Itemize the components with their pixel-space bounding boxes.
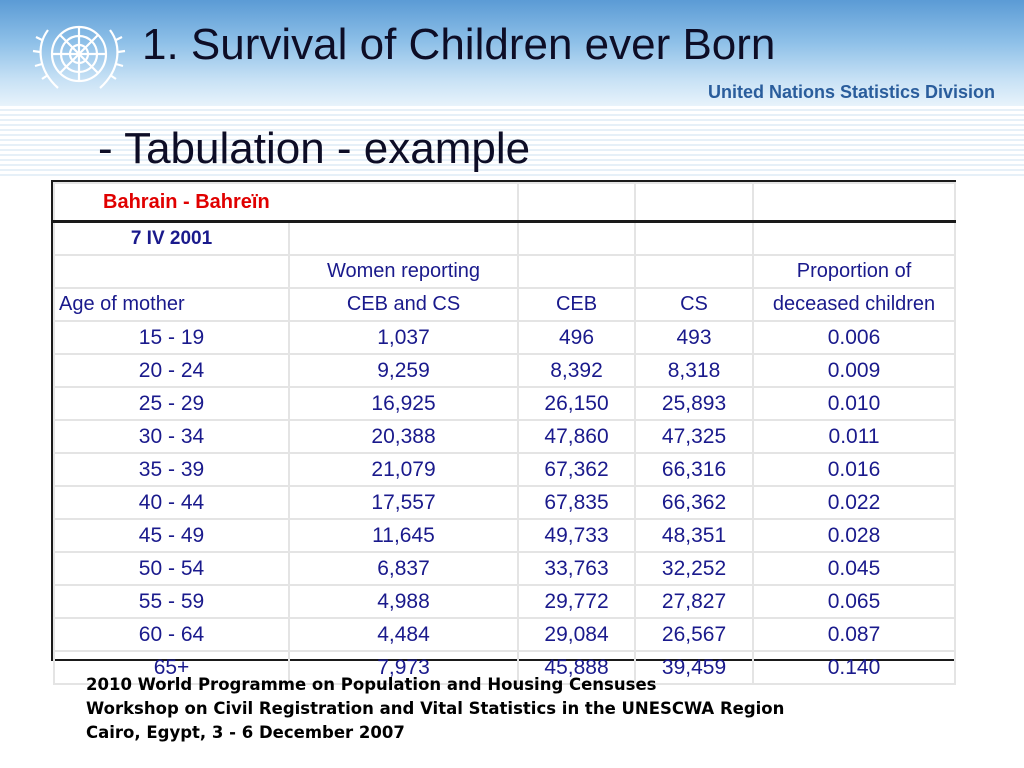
cs-cell: 32,252 bbox=[634, 551, 755, 586]
ceb-cell: 67,835 bbox=[517, 485, 637, 520]
table-row: 45 - 49 11,645 49,733 48,351 0.028 bbox=[53, 518, 957, 553]
women-reporting-cell: 11,645 bbox=[287, 518, 520, 553]
proportion-cell: 0.065 bbox=[752, 584, 957, 619]
proportion-cell: 0.016 bbox=[752, 452, 957, 487]
women-reporting-cell: 20,388 bbox=[287, 419, 520, 454]
age-group-cell: 60 - 64 bbox=[53, 617, 290, 652]
census-date: 7 IV 2001 bbox=[53, 220, 290, 256]
header-cs: CS bbox=[634, 287, 755, 322]
table-row: 35 - 39 21,079 67,362 66,316 0.016 bbox=[53, 452, 957, 487]
cs-cell: 66,316 bbox=[634, 452, 755, 487]
table-row: 55 - 59 4,988 29,772 27,827 0.065 bbox=[53, 584, 957, 619]
country-row: Bahrain - Bahreïn bbox=[52, 182, 957, 223]
header-banner bbox=[0, 0, 1024, 106]
header-proportion-line2: deceased children bbox=[752, 287, 957, 322]
cs-cell: 25,893 bbox=[634, 386, 755, 421]
ceb-cell: 47,860 bbox=[517, 419, 637, 454]
women-reporting-cell: 7,973 bbox=[287, 650, 520, 685]
ceb-cell: 45,888 bbox=[517, 650, 637, 685]
proportion-cell: 0.087 bbox=[752, 617, 957, 652]
data-table-container: Bahrain - Bahreïn 7 IV 2001 Women report… bbox=[51, 180, 957, 685]
footer-line-1: 2010 World Programme on Population and H… bbox=[86, 675, 657, 694]
table-row: 50 - 54 6,837 33,763 32,252 0.045 bbox=[53, 551, 957, 586]
table-row: 60 - 64 4,484 29,084 26,567 0.087 bbox=[53, 617, 957, 652]
proportion-cell: 0.009 bbox=[752, 353, 957, 388]
cs-cell: 27,827 bbox=[634, 584, 755, 619]
ceb-cell: 26,150 bbox=[517, 386, 637, 421]
cs-cell: 26,567 bbox=[634, 617, 755, 652]
slide-title: 1. Survival of Children ever Born bbox=[142, 20, 776, 69]
cs-cell: 66,362 bbox=[634, 485, 755, 520]
cs-cell: 48,351 bbox=[634, 518, 755, 553]
women-reporting-cell: 16,925 bbox=[287, 386, 520, 421]
table-row: 20 - 24 9,259 8,392 8,318 0.009 bbox=[53, 353, 957, 388]
footer-line-2: Workshop on Civil Registration and Vital… bbox=[86, 699, 785, 718]
proportion-cell: 0.140 bbox=[752, 650, 957, 685]
age-group-cell: 40 - 44 bbox=[53, 485, 290, 520]
country-name: Bahrain - Bahreïn bbox=[52, 182, 520, 223]
women-reporting-cell: 17,557 bbox=[287, 485, 520, 520]
header-age-of-mother: Age of mother bbox=[53, 287, 290, 322]
org-name: United Nations Statistics Division bbox=[708, 82, 996, 102]
proportion-cell: 0.028 bbox=[752, 518, 957, 553]
footer-credits: 2010 World Programme on Population and H… bbox=[86, 673, 784, 745]
data-table: Bahrain - Bahreïn 7 IV 2001 Women report… bbox=[52, 182, 957, 685]
women-reporting-cell: 1,037 bbox=[287, 320, 520, 355]
proportion-cell: 0.022 bbox=[752, 485, 957, 520]
women-reporting-cell: 6,837 bbox=[287, 551, 520, 586]
age-group-cell: 20 - 24 bbox=[53, 353, 290, 388]
age-group-cell: 55 - 59 bbox=[53, 584, 290, 619]
un-emblem-icon bbox=[32, 25, 126, 89]
cs-cell: 8,318 bbox=[634, 353, 755, 388]
proportion-cell: 0.010 bbox=[752, 386, 957, 421]
proportion-cell: 0.011 bbox=[752, 419, 957, 454]
header-proportion-line1: Proportion of bbox=[752, 254, 957, 289]
age-group-cell: 30 - 34 bbox=[53, 419, 290, 454]
age-group-cell: 25 - 29 bbox=[53, 386, 290, 421]
date-row: 7 IV 2001 bbox=[53, 220, 957, 256]
women-reporting-cell: 21,079 bbox=[287, 452, 520, 487]
header-ceb: CEB bbox=[517, 287, 637, 322]
age-group-cell: 35 - 39 bbox=[53, 452, 290, 487]
header-stripes bbox=[0, 106, 1024, 176]
table-row: 15 - 19 1,037 496 493 0.006 bbox=[53, 320, 957, 355]
proportion-cell: 0.045 bbox=[752, 551, 957, 586]
cs-cell: 493 bbox=[634, 320, 755, 355]
table-row: 30 - 34 20,388 47,860 47,325 0.011 bbox=[53, 419, 957, 454]
ceb-cell: 33,763 bbox=[517, 551, 637, 586]
proportion-cell: 0.006 bbox=[752, 320, 957, 355]
ceb-cell: 49,733 bbox=[517, 518, 637, 553]
slide-subtitle: - Tabulation - example bbox=[98, 124, 531, 173]
header-women-line2: CEB and CS bbox=[287, 287, 520, 322]
ceb-cell: 8,392 bbox=[517, 353, 637, 388]
women-reporting-cell: 4,484 bbox=[287, 617, 520, 652]
footer-line-3: Cairo, Egypt, 3 - 6 December 2007 bbox=[86, 723, 405, 742]
age-group-cell: 15 - 19 bbox=[53, 320, 290, 355]
header-row-2: Age of mother CEB and CS CEB CS deceased… bbox=[53, 287, 957, 322]
table-row: 40 - 44 17,557 67,835 66,362 0.022 bbox=[53, 485, 957, 520]
table-row: 65+ 7,973 45,888 39,459 0.140 bbox=[53, 650, 957, 685]
age-group-cell: 65+ bbox=[53, 650, 290, 685]
ceb-cell: 496 bbox=[517, 320, 637, 355]
table-row: 25 - 29 16,925 26,150 25,893 0.010 bbox=[53, 386, 957, 421]
ceb-cell: 29,772 bbox=[517, 584, 637, 619]
cs-cell: 47,325 bbox=[634, 419, 755, 454]
ceb-cell: 67,362 bbox=[517, 452, 637, 487]
age-group-cell: 50 - 54 bbox=[53, 551, 290, 586]
ceb-cell: 29,084 bbox=[517, 617, 637, 652]
header-row-1: Women reporting Proportion of bbox=[53, 254, 957, 289]
women-reporting-cell: 9,259 bbox=[287, 353, 520, 388]
cs-cell: 39,459 bbox=[634, 650, 755, 685]
women-reporting-cell: 4,988 bbox=[287, 584, 520, 619]
header-women-line1: Women reporting bbox=[287, 254, 520, 289]
age-group-cell: 45 - 49 bbox=[53, 518, 290, 553]
